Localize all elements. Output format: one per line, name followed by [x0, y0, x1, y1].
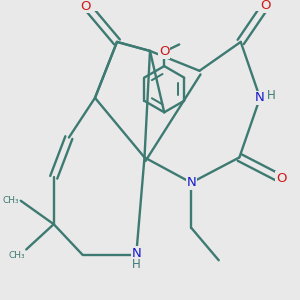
Text: O: O [276, 172, 286, 185]
Text: N: N [186, 176, 196, 189]
Text: N: N [131, 247, 141, 260]
Text: O: O [81, 0, 91, 13]
Text: N: N [255, 92, 265, 104]
Text: CH₃: CH₃ [8, 251, 25, 260]
Text: O: O [260, 0, 271, 12]
Text: CH₃: CH₃ [3, 196, 19, 205]
Text: H: H [267, 89, 276, 102]
Text: H: H [132, 259, 141, 272]
Text: O: O [159, 45, 169, 58]
